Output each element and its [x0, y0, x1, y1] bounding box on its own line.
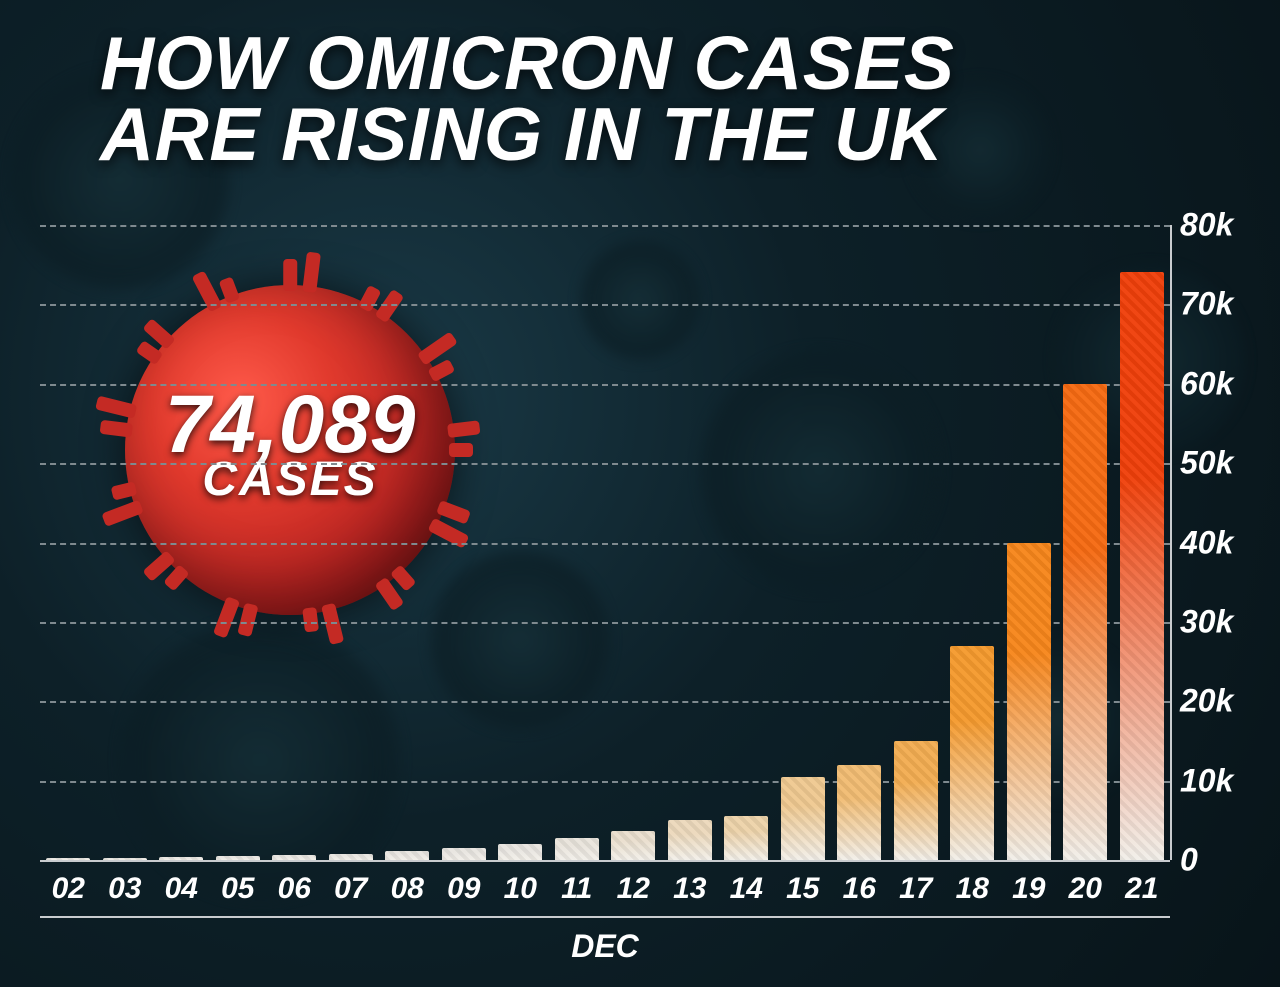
bar — [781, 777, 825, 860]
bar — [555, 838, 599, 860]
x-category: 03 — [97, 872, 154, 906]
x-category: 14 — [718, 872, 775, 906]
x-axis-label-text: DEC — [571, 928, 639, 964]
x-category: 02 — [40, 872, 97, 906]
x-category: 11 — [549, 872, 606, 906]
bar — [1120, 272, 1164, 860]
x-category: 18 — [944, 872, 1001, 906]
bar — [837, 765, 881, 860]
x-category: 04 — [153, 872, 210, 906]
bar — [1007, 543, 1051, 861]
x-category: 09 — [436, 872, 493, 906]
bar-slot — [153, 225, 210, 860]
bar-slot — [97, 225, 154, 860]
bar-slot — [831, 225, 888, 860]
x-category: 12 — [605, 872, 662, 906]
y-tick: 20k — [1180, 683, 1260, 720]
x-axis-label: DEC — [40, 928, 1170, 965]
x-category: 08 — [379, 872, 436, 906]
bar — [498, 844, 542, 860]
bar-slot — [492, 225, 549, 860]
x-category: 07 — [323, 872, 380, 906]
x-axis-line — [40, 860, 1170, 862]
bar — [668, 820, 712, 860]
bar-slot — [662, 225, 719, 860]
x-category: 15 — [775, 872, 832, 906]
y-tick: 30k — [1180, 603, 1260, 640]
bar-slot — [944, 225, 1001, 860]
x-category-labels: 0203040506070809101112131415161718192021 — [40, 872, 1170, 906]
bar — [950, 646, 994, 860]
bar — [611, 831, 655, 860]
bar-slot — [40, 225, 97, 860]
bar-slot — [323, 225, 380, 860]
y-tick: 70k — [1180, 286, 1260, 323]
x-category: 20 — [1057, 872, 1114, 906]
bar — [724, 816, 768, 860]
bars-container — [40, 225, 1170, 860]
y-tick: 50k — [1180, 445, 1260, 482]
y-tick: 40k — [1180, 524, 1260, 561]
bar-slot — [379, 225, 436, 860]
bar-slot — [266, 225, 323, 860]
title-line-2: ARE RISING IN THE UK — [100, 92, 943, 176]
x-category: 19 — [1001, 872, 1058, 906]
bar — [894, 741, 938, 860]
chart-title: HOW OMICRON CASES ARE RISING IN THE UK — [100, 28, 1220, 171]
bar-slot — [436, 225, 493, 860]
x-category: 21 — [1114, 872, 1171, 906]
y-tick: 10k — [1180, 762, 1260, 799]
bar-slot — [718, 225, 775, 860]
x-category: 05 — [210, 872, 267, 906]
plot-area: 010k20k30k40k50k60k70k80k — [40, 225, 1170, 860]
bar — [442, 848, 486, 860]
bar-slot — [1057, 225, 1114, 860]
bar-slot — [775, 225, 832, 860]
bar-slot — [1001, 225, 1058, 860]
y-axis-line — [1170, 225, 1172, 860]
bar — [385, 851, 429, 860]
y-tick: 0 — [1180, 842, 1260, 879]
bar-slot — [549, 225, 606, 860]
x-axis-underline — [40, 916, 1170, 918]
bar-chart: 010k20k30k40k50k60k70k80k 02030405060708… — [40, 225, 1170, 860]
x-category: 17 — [888, 872, 945, 906]
bar-slot — [1114, 225, 1171, 860]
y-tick: 60k — [1180, 365, 1260, 402]
x-category: 13 — [662, 872, 719, 906]
bar-slot — [210, 225, 267, 860]
bar — [1063, 384, 1107, 860]
y-tick: 80k — [1180, 207, 1260, 244]
x-category: 10 — [492, 872, 549, 906]
bar-slot — [605, 225, 662, 860]
x-category: 06 — [266, 872, 323, 906]
bar-slot — [888, 225, 945, 860]
x-category: 16 — [831, 872, 888, 906]
